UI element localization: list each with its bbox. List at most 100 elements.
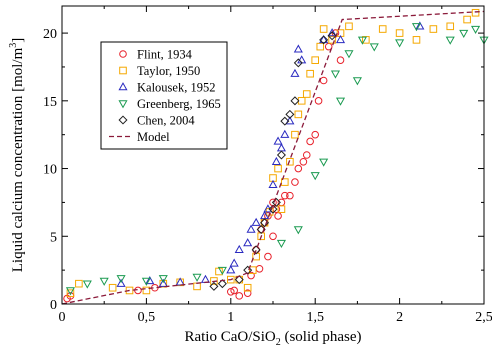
data-point: [429, 25, 438, 33]
data-point: [235, 292, 244, 300]
data-point: [302, 151, 311, 159]
data-point: [352, 77, 362, 86]
data-point: [293, 226, 303, 235]
data-point: [252, 246, 260, 254]
legend-label: Kalousek, 1952: [137, 81, 215, 95]
data-point: [319, 25, 328, 33]
data-point: [302, 90, 311, 98]
legend-box: [100, 41, 228, 150]
data-point: [293, 58, 303, 68]
data-point: [251, 217, 261, 226]
data-point: [310, 172, 320, 181]
legend-label: Greenberg, 1965: [137, 97, 221, 111]
data-point: [291, 178, 299, 186]
data-point: [327, 28, 337, 37]
legend-label: Model: [137, 130, 170, 144]
x-axis-title: Ratio CaO/SiO2 (solid phase): [184, 329, 361, 348]
data-point: [280, 129, 290, 138]
legend-marker: [119, 66, 127, 75]
data-point: [209, 281, 219, 291]
data-point: [243, 238, 253, 247]
data-point: [395, 39, 405, 48]
data-point: [286, 191, 294, 200]
data-point: [255, 264, 264, 273]
data-point: [226, 265, 236, 274]
data-point: [299, 157, 308, 166]
series-chen-2004: [209, 31, 337, 291]
data-point: [471, 8, 480, 17]
data-point: [395, 29, 404, 37]
data-point: [311, 130, 320, 139]
data-point: [264, 252, 272, 261]
y-tick-label: 10: [43, 163, 57, 178]
model-layer: [61, 10, 485, 305]
legend-marker: [119, 50, 127, 58]
data-point: [319, 34, 329, 44]
data-point: [293, 44, 303, 53]
legend-label: Chen, 2004: [137, 114, 195, 128]
data-point: [268, 204, 278, 214]
y-tick-label: 5: [50, 230, 57, 245]
data-point: [445, 36, 455, 45]
data-point: [247, 271, 255, 280]
data-point: [217, 266, 227, 276]
data-point: [65, 287, 75, 296]
data-point: [269, 232, 277, 241]
data-point: [200, 274, 211, 283]
data-point: [327, 31, 337, 41]
x-tick-label: 0,5: [138, 310, 156, 325]
data-point: [141, 277, 151, 286]
data-point: [243, 289, 252, 297]
data-point: [158, 278, 168, 287]
data-point: [306, 137, 314, 146]
data-point: [286, 157, 294, 166]
data-point: [281, 178, 289, 186]
y-axis-title: Liquid calcium concentration [mol/m3]: [8, 38, 26, 273]
data-point: [230, 286, 238, 295]
data-point: [268, 179, 278, 188]
legend-label: Taylor, 1950: [137, 64, 200, 78]
data-point: [277, 205, 286, 213]
data-point: [446, 22, 455, 31]
data-point: [246, 224, 256, 233]
data-point: [290, 96, 300, 106]
x-tick-label: 0: [59, 310, 66, 325]
data-point: [229, 258, 239, 267]
data-point: [369, 43, 379, 52]
y-tick-label: 20: [43, 27, 57, 42]
data-point: [277, 198, 286, 207]
data-point: [82, 280, 92, 289]
data-point: [273, 136, 283, 145]
data-point: [362, 36, 370, 44]
data-point: [471, 25, 481, 34]
data-point: [319, 76, 328, 85]
data-point: [459, 29, 469, 39]
legend-label: Flint, 1934: [137, 48, 193, 62]
data-point: [116, 275, 126, 284]
data-point: [158, 275, 168, 284]
x-tick-label: 2: [396, 310, 403, 325]
y-tick-label: 15: [43, 95, 57, 110]
data-point: [319, 158, 329, 167]
marks-layer: [63, 8, 489, 303]
data-point: [227, 288, 235, 296]
series-greenberg-1965: [65, 23, 489, 296]
data-point: [66, 289, 75, 297]
data-point: [234, 275, 244, 285]
data-point: [336, 56, 345, 64]
data-point: [75, 279, 83, 288]
data-point: [306, 69, 314, 78]
data-point: [145, 276, 155, 285]
data-point: [344, 50, 354, 59]
data-point: [290, 68, 300, 77]
model-line: [61, 10, 485, 305]
legend-marker: [118, 82, 128, 91]
data-point: [276, 143, 286, 152]
data-point: [280, 116, 290, 126]
data-point: [234, 244, 244, 254]
data-point: [411, 23, 422, 32]
data-point: [281, 191, 289, 200]
x-tick-label: 2,5: [475, 310, 492, 325]
data-point: [274, 212, 282, 220]
